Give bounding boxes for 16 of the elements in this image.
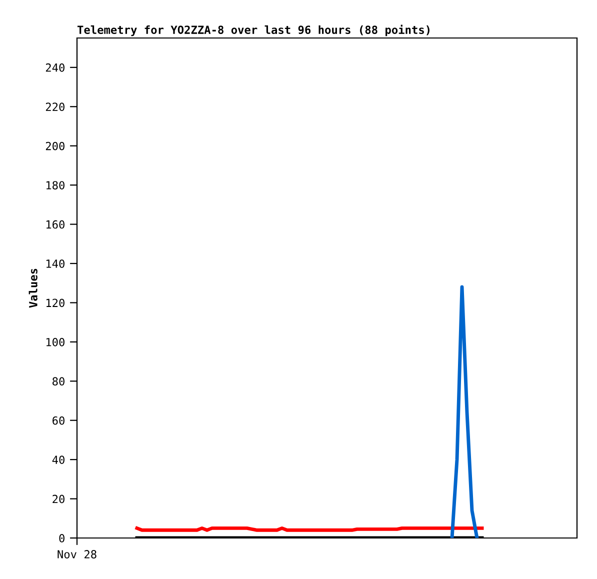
y-tick-label: 240 — [46, 63, 64, 72]
y-tick-label: 80 — [52, 377, 64, 386]
y-tick-label: 120 — [46, 298, 64, 308]
y-tick-label: 200 — [46, 142, 64, 150]
y-tick-label: 220 — [46, 102, 64, 112]
y-tick-label: 40 — [52, 456, 64, 464]
y-tick-label: 180 — [46, 181, 64, 190]
y-tick-label: 160 — [46, 220, 64, 229]
y-tick-label: 100 — [46, 338, 64, 346]
y-axis-title: Values — [28, 268, 38, 308]
chart-title: Telemetry for YO2ZZA-8 over last 96 hours (88 points) — [77, 24, 430, 36]
x-tick-label: Nov 28 — [58, 550, 96, 558]
y-tick-label: 20 — [52, 494, 64, 504]
y-tick-label: 140 — [46, 259, 64, 268]
y-tick-label: 60 — [52, 416, 64, 425]
y-tick-label: 0 — [59, 534, 64, 542]
